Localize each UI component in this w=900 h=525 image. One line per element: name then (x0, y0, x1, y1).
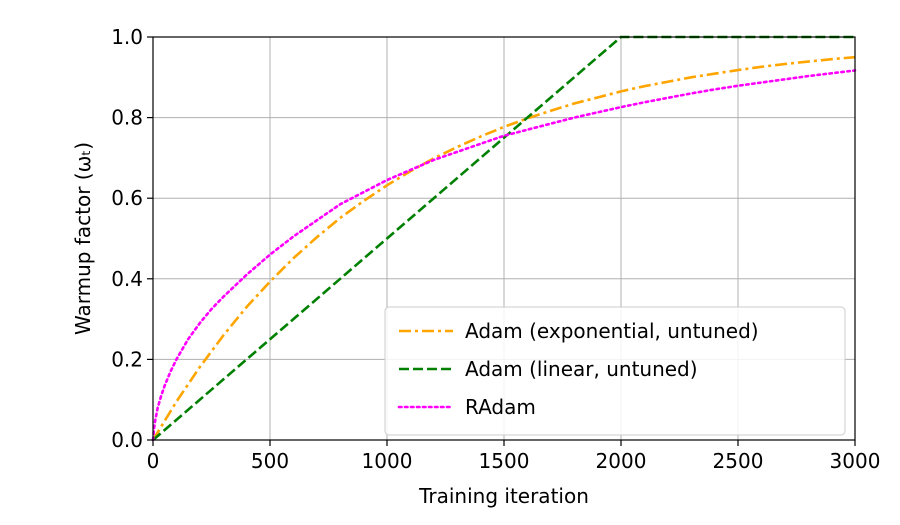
x-axis-label: Training iteration (418, 484, 589, 508)
legend: Adam (exponential, untuned) Adam (linear,… (384, 306, 846, 436)
legend-label-1: Adam (exponential, untuned) (465, 319, 759, 343)
x-tick-label: 0 (147, 449, 160, 473)
legend-label-3: RAdam (465, 395, 536, 419)
y-tick-label: 1.0 (111, 25, 143, 49)
y-axis-label: Warmup factor (ωₜ) (71, 142, 95, 335)
y-tick-label: 0.0 (111, 428, 143, 452)
y-tick-label: 0.4 (111, 267, 143, 291)
x-tick-label: 3000 (830, 449, 881, 473)
y-tick-label: 0.6 (111, 186, 143, 210)
y-tick-label: 0.2 (111, 347, 143, 371)
x-tick-label: 1000 (362, 449, 413, 473)
series-line-1 (151, 55, 856, 441)
series-line-3 (151, 69, 857, 442)
x-tick-label: 1500 (479, 449, 530, 473)
x-tick-label: 2000 (596, 449, 647, 473)
axis-ticks: 0 500 1000 1500 2000 2500 3000 0.0 0.2 0.4 0.6 0.8 1… (111, 25, 880, 473)
legend-box (384, 306, 846, 436)
x-tick-label: 500 (251, 449, 289, 473)
y-tick-label: 0.8 (111, 106, 143, 130)
x-tick-label: 2500 (713, 449, 764, 473)
legend-label-2: Adam (linear, untuned) (465, 357, 698, 381)
